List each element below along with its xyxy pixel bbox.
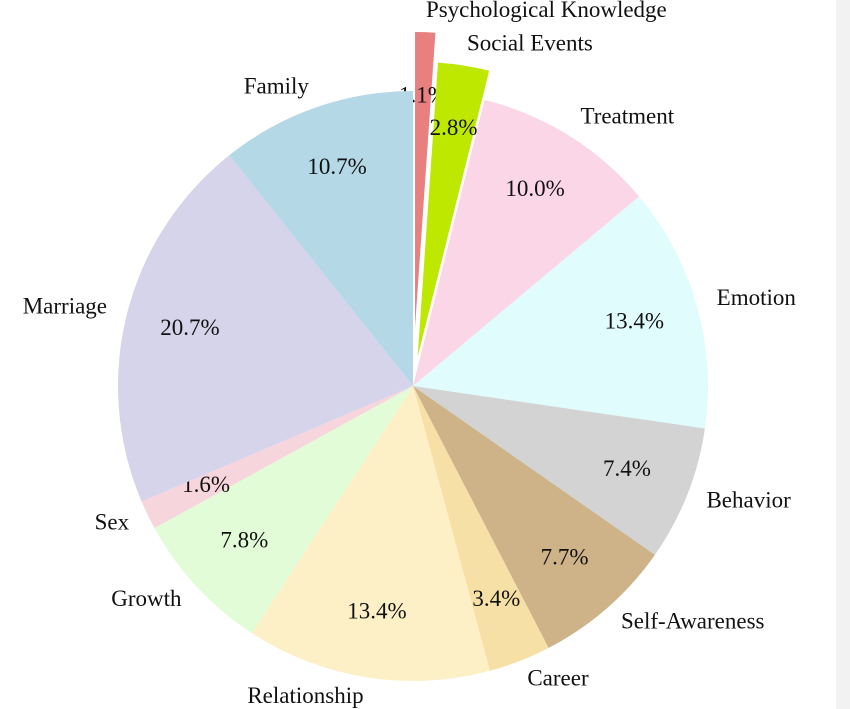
pie-slice bbox=[413, 196, 708, 429]
pie-slice bbox=[415, 32, 436, 328]
pie-slice bbox=[413, 99, 640, 386]
pie-slice bbox=[229, 91, 413, 386]
category-label: Social Events bbox=[467, 30, 593, 55]
category-label: Sex bbox=[95, 509, 130, 534]
pie-slice bbox=[154, 386, 413, 634]
pie-slice bbox=[413, 386, 549, 671]
pie-slice bbox=[117, 155, 413, 502]
pie-slice bbox=[251, 386, 490, 682]
value-label: 10.7% bbox=[307, 154, 366, 179]
value-label: 10.0% bbox=[505, 176, 564, 201]
category-label: Psychological Knowledge bbox=[426, 0, 667, 22]
category-label: Self-Awareness bbox=[621, 609, 765, 634]
value-label: 7.4% bbox=[603, 456, 651, 481]
category-label: Career bbox=[527, 665, 589, 690]
value-label: 20.7% bbox=[160, 315, 219, 340]
value-label: 7.8% bbox=[220, 528, 268, 553]
pie-slice bbox=[141, 386, 413, 529]
value-label: 2.8% bbox=[430, 115, 478, 140]
category-label: Behavior bbox=[706, 487, 791, 512]
category-label: Relationship bbox=[247, 683, 363, 708]
pie-slice bbox=[413, 386, 705, 555]
category-label: Treatment bbox=[580, 104, 674, 129]
category-label: Marriage bbox=[23, 294, 107, 319]
category-label: Growth bbox=[111, 586, 182, 611]
value-label: 13.4% bbox=[347, 599, 406, 624]
pie-slice bbox=[417, 62, 490, 357]
category-label: Emotion bbox=[717, 285, 797, 310]
pie-slice bbox=[413, 386, 655, 649]
edge-strip bbox=[836, 0, 850, 709]
category-label: Family bbox=[244, 73, 310, 98]
value-label: 7.7% bbox=[541, 544, 589, 569]
value-label: 13.4% bbox=[605, 308, 664, 333]
value-label: 3.4% bbox=[472, 586, 520, 611]
